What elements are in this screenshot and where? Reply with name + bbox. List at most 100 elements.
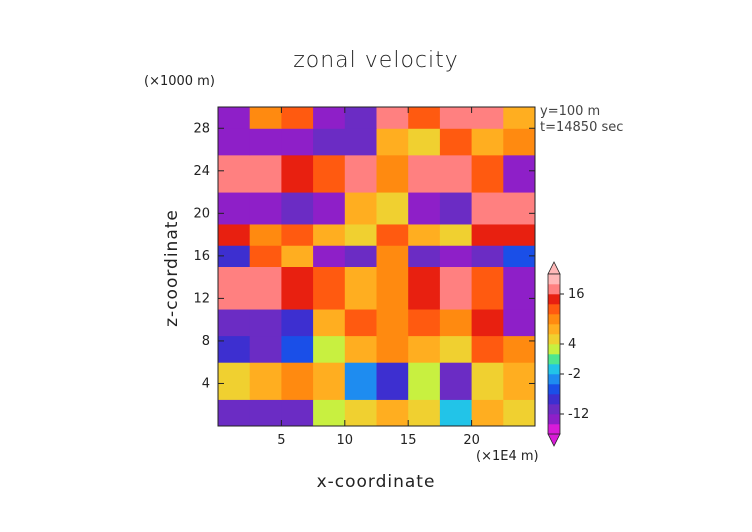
field-cell — [471, 266, 504, 310]
colorbar-label: 16 — [568, 287, 585, 302]
field-cell — [439, 128, 473, 156]
field-cell — [218, 335, 251, 363]
field-cell — [503, 192, 536, 225]
field-cell — [376, 335, 409, 363]
field-cell — [249, 128, 282, 156]
y-tick-label: 8 — [202, 334, 210, 349]
field-cell — [503, 399, 536, 427]
field-cell — [503, 362, 536, 400]
field-cell — [439, 362, 473, 400]
field-cell — [503, 128, 536, 156]
field-cell — [503, 245, 536, 267]
field-cell — [344, 223, 377, 246]
field-cell — [471, 309, 504, 337]
field-cell — [376, 192, 409, 225]
field-cell — [313, 107, 346, 129]
y-tick-label: 4 — [202, 376, 210, 391]
z-unit-label: (×1000 m) — [144, 74, 215, 89]
field-cell — [249, 223, 282, 246]
colorbar-swatch — [548, 304, 560, 315]
field-cell — [344, 266, 377, 310]
field-cell — [218, 192, 251, 225]
field-cell — [471, 192, 504, 225]
colorbar-min-extend — [547, 433, 561, 447]
field-cell — [439, 309, 473, 337]
field-cell — [281, 399, 314, 427]
field-cell — [439, 192, 473, 225]
colorbar-swatch — [548, 354, 560, 365]
field-cell — [249, 154, 282, 193]
field-cell — [344, 192, 377, 225]
field-cell — [249, 335, 282, 363]
x-tick-label: 5 — [277, 433, 285, 448]
velocity-field — [218, 107, 536, 427]
colorbar-swatch — [548, 274, 560, 285]
chart-title: zonal velocity — [293, 48, 459, 73]
y-tick-label: 24 — [193, 164, 210, 179]
field-cell — [281, 309, 314, 337]
field-cell — [408, 128, 441, 156]
field-cell — [281, 154, 314, 193]
field-cell — [408, 154, 441, 193]
field-cell — [376, 223, 409, 246]
field-cell — [344, 309, 377, 337]
colorbar-swatch — [548, 414, 560, 425]
field-cell — [471, 362, 504, 400]
colorbar-label: 4 — [568, 337, 576, 352]
field-cell — [218, 128, 251, 156]
field-cell — [408, 335, 441, 363]
field-cell — [281, 266, 314, 310]
field-cell — [439, 107, 473, 129]
field-cell — [471, 128, 504, 156]
field-cell — [218, 107, 251, 129]
colorbar-label: -2 — [568, 367, 581, 382]
x-tick-label: 15 — [400, 433, 417, 448]
field-cell — [439, 223, 473, 246]
field-cell — [503, 154, 536, 193]
colorbar-swatch — [548, 314, 560, 325]
field-cell — [218, 223, 251, 246]
field-cell — [344, 107, 377, 129]
field-cell — [313, 335, 346, 363]
time-annotation: t=14850 sec — [540, 120, 624, 135]
colorbar-swatch — [548, 364, 560, 375]
field-cell — [313, 192, 346, 225]
field-cell — [439, 399, 473, 427]
field-cell — [218, 362, 251, 400]
colorbar-swatch — [548, 424, 560, 435]
field-cell — [471, 154, 504, 193]
field-cell — [408, 266, 441, 310]
field-cell — [218, 266, 251, 310]
field-cell — [313, 128, 346, 156]
field-cell — [249, 266, 282, 310]
colorbar-swatch — [548, 344, 560, 355]
colorbar-swatch — [548, 374, 560, 385]
field-cell — [471, 335, 504, 363]
field-cell — [344, 362, 377, 400]
field-cell — [408, 362, 441, 400]
field-cell — [313, 399, 346, 427]
field-cell — [503, 309, 536, 337]
field-cell — [408, 245, 441, 267]
colorbar-swatch — [548, 394, 560, 405]
field-cell — [376, 266, 409, 310]
field-cell — [218, 245, 251, 267]
field-cell — [313, 154, 346, 193]
field-cell — [408, 107, 441, 129]
field-cell — [503, 223, 536, 246]
y-tick-label: 20 — [193, 206, 210, 221]
field-cell — [313, 245, 346, 267]
field-cell — [344, 128, 377, 156]
field-cell — [439, 154, 473, 193]
field-cell — [408, 309, 441, 337]
field-cell — [344, 154, 377, 193]
field-cell — [439, 335, 473, 363]
field-cell — [376, 309, 409, 337]
field-cell — [439, 266, 473, 310]
field-cell — [218, 399, 251, 427]
field-cell — [503, 107, 536, 129]
field-cell — [344, 335, 377, 363]
field-cell — [218, 154, 251, 193]
